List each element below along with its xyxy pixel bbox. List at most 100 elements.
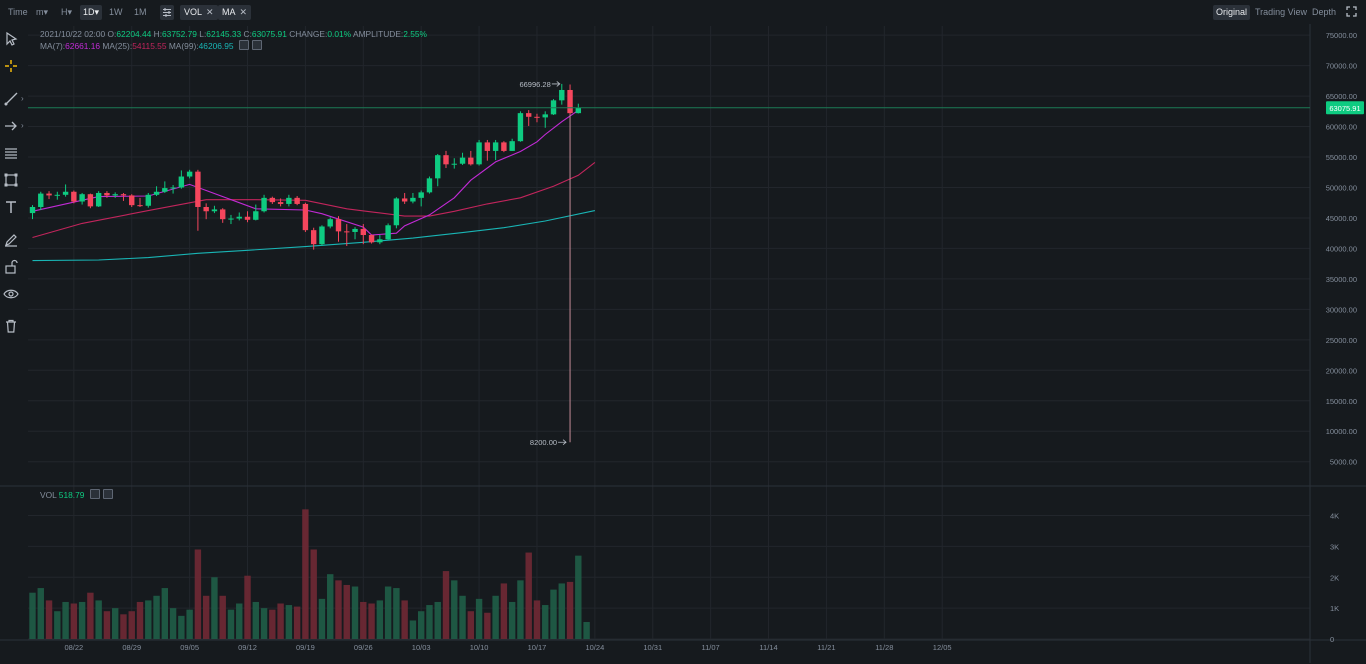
candle-body [393,198,400,226]
volume-bar [484,612,491,639]
candle-body [344,231,350,233]
fibonacci-icon [5,148,17,159]
candle-body [95,192,102,207]
candle [385,223,391,240]
candle-body [517,113,524,142]
ma7-line [32,109,579,236]
minute-interval-dropdown[interactable]: m▾ [36,7,49,17]
candle-body [186,171,193,177]
arrow-tool-button[interactable]: › [3,118,24,134]
settings-icon[interactable] [251,40,262,50]
amplitude-label: AMPLITUDE: [352,29,404,39]
candle-body [46,193,52,196]
low-label: L: [199,29,207,39]
candle-body [261,197,267,212]
vol-indicator-chip[interactable]: VOL ✕ [180,5,218,20]
view-tradingview-tab[interactable]: Trading View [1255,7,1308,17]
volume-tick-label: 0 [1330,635,1334,644]
candle-body [87,194,94,207]
close-icon[interactable]: ✕ [239,7,248,17]
candle-body [203,206,209,212]
volume-bar [103,611,111,639]
text-tool-button[interactable] [3,199,19,215]
candle [178,170,185,189]
candle-body [451,163,457,165]
drawing-toolbar: › › [0,24,24,664]
candle [46,191,52,200]
volume-tick-label: 3K [1330,542,1339,551]
candle [54,191,61,200]
price-tick-label: 25000.00 [1326,336,1357,345]
candle-body [253,211,259,220]
ma-indicator-chip[interactable]: MA ✕ [218,5,252,20]
candle [137,197,143,207]
candle [120,192,127,201]
fullscreen-button[interactable] [1343,5,1360,20]
ma-row: MA(7):62661.16 MA(25):54115.55 MA(99):46… [40,40,427,52]
delete-drawings-button[interactable] [3,318,19,334]
volume-bar [37,588,44,639]
candle [302,202,309,232]
high-price-marker: 66996.28 [519,80,550,89]
time-tick-label: 11/21 [817,643,835,652]
close-label: C: [243,29,252,39]
day-interval-dropdown[interactable]: 1D▾ [80,5,103,20]
pencil-icon [5,234,17,247]
hide-drawings-button[interactable] [3,286,19,302]
time-tick-label: 10/24 [585,643,604,652]
candle-body [501,142,507,151]
volume-bar [186,609,193,639]
candle-body [509,141,515,151]
candle [236,212,242,221]
price-tick-label: 15000.00 [1326,397,1357,406]
volume-bar [500,583,508,639]
trend-line-tool-button[interactable]: › [3,91,24,107]
rectangle-tool-button[interactable] [3,172,19,188]
volume-bar [293,606,301,639]
candle-body [575,107,582,114]
week-interval-button[interactable]: 1W [109,7,123,17]
view-original-tab[interactable]: Original [1213,5,1251,20]
crosshair-tool-button[interactable] [3,58,19,74]
month-interval-button[interactable]: 1M [134,7,147,17]
volume-bar [318,598,326,639]
view-depth-tab[interactable]: Depth [1312,7,1337,17]
low-value: 62145.33 [206,29,242,39]
candle [112,192,118,198]
candle-body [286,197,292,204]
candle [426,176,433,194]
candles [29,83,582,250]
candle [509,138,515,151]
volume-tick-label: 4K [1330,512,1339,521]
candle [459,152,466,165]
settings-icon[interactable] [102,489,113,499]
volume-bar [508,601,516,639]
close-icon[interactable]: ✕ [206,7,214,17]
candle [79,192,85,205]
candle-body [277,202,284,204]
volume-bar [211,577,218,639]
candle-body [426,178,433,193]
candle-body [71,191,77,202]
price-tick-label: 60000.00 [1326,123,1357,132]
time-tick-label: 09/26 [354,643,373,652]
candle-body [443,155,449,165]
candle [501,141,507,153]
eye-icon[interactable] [238,40,249,50]
candle-body [567,89,573,114]
eye-icon[interactable] [89,489,100,499]
time-interval-button[interactable]: Time [8,7,28,17]
volume-bar [161,588,169,639]
brush-tool-button[interactable] [3,232,19,248]
lock-drawings-button[interactable] [3,259,19,275]
candle [368,234,375,244]
fib-tool-button[interactable] [3,145,19,161]
hour-interval-dropdown[interactable]: H▾ [61,7,73,17]
candle [476,139,482,166]
volume-tick-label: 1K [1330,604,1339,613]
cursor-tool-button[interactable] [3,31,19,47]
indicator-settings-button[interactable] [160,5,174,20]
volume-bar [62,601,69,639]
volume-bar [252,601,259,639]
